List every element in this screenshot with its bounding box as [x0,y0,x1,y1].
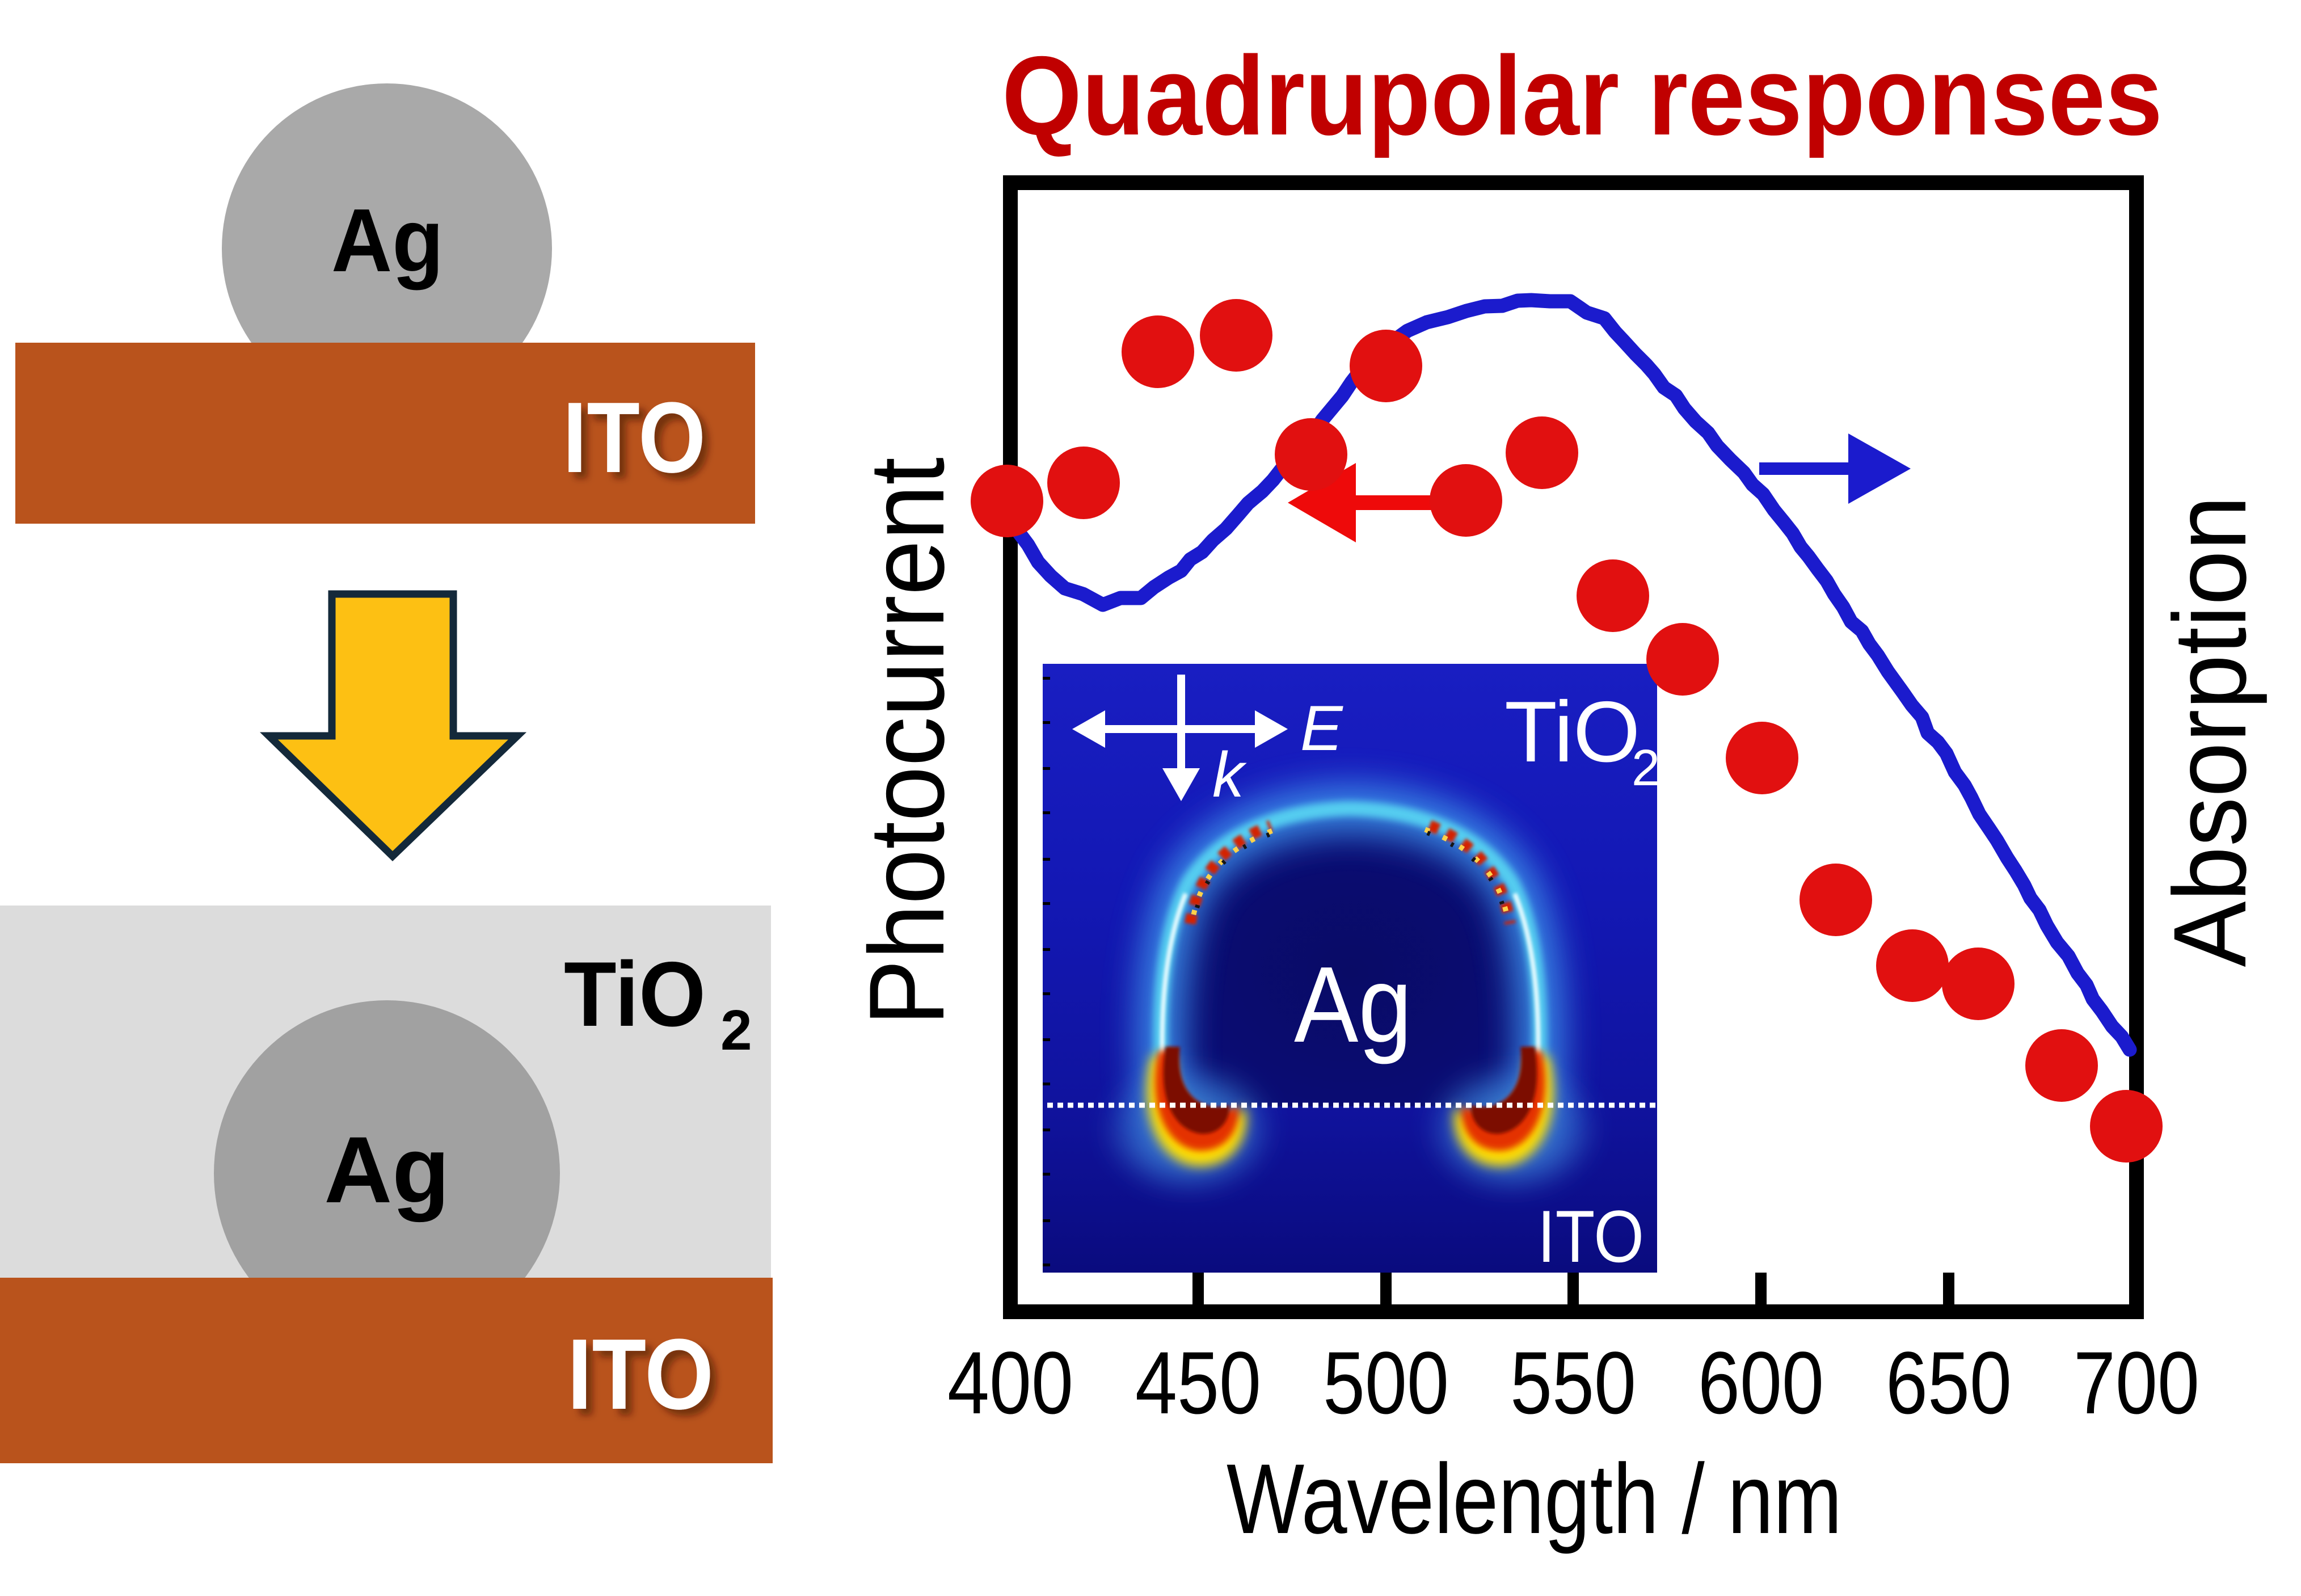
svg-text:2: 2 [720,999,752,1062]
svg-text:ITO: ITO [1537,1195,1644,1278]
svg-text:550: 550 [1510,1334,1636,1433]
svg-text:E: E [1300,693,1343,764]
svg-text:500: 500 [1323,1334,1449,1433]
svg-text:Ag: Ag [324,1118,449,1223]
svg-text:TiO: TiO [564,943,706,1046]
svg-text:400: 400 [947,1334,1073,1433]
svg-text:Ag: Ag [1294,945,1412,1065]
svg-text:650: 650 [1886,1334,2012,1433]
svg-text:2: 2 [1632,740,1660,797]
svg-text:k: k [1212,739,1247,810]
svg-text:Wavelength / nm: Wavelength / nm [1227,1444,1842,1555]
svg-text:Photocurrent: Photocurrent [847,457,966,1026]
svg-text:Ag: Ag [331,191,444,290]
svg-text:450: 450 [1135,1334,1261,1433]
svg-text:700: 700 [2074,1334,2199,1433]
svg-text:ITO: ITO [567,1318,714,1430]
svg-text:Absorption: Absorption [2152,496,2268,967]
svg-text:TiO: TiO [1504,684,1640,780]
svg-text:ITO: ITO [563,381,706,494]
svg-text:Quadrupolar responses: Quadrupolar responses [1002,33,2163,158]
svg-text:600: 600 [1698,1334,1824,1433]
